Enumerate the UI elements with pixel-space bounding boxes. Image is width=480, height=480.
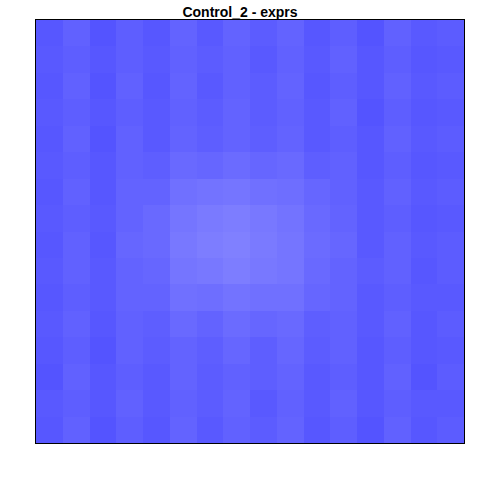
- svg-text:Control_2 - exprs: Control_2 - exprs: [182, 4, 297, 20]
